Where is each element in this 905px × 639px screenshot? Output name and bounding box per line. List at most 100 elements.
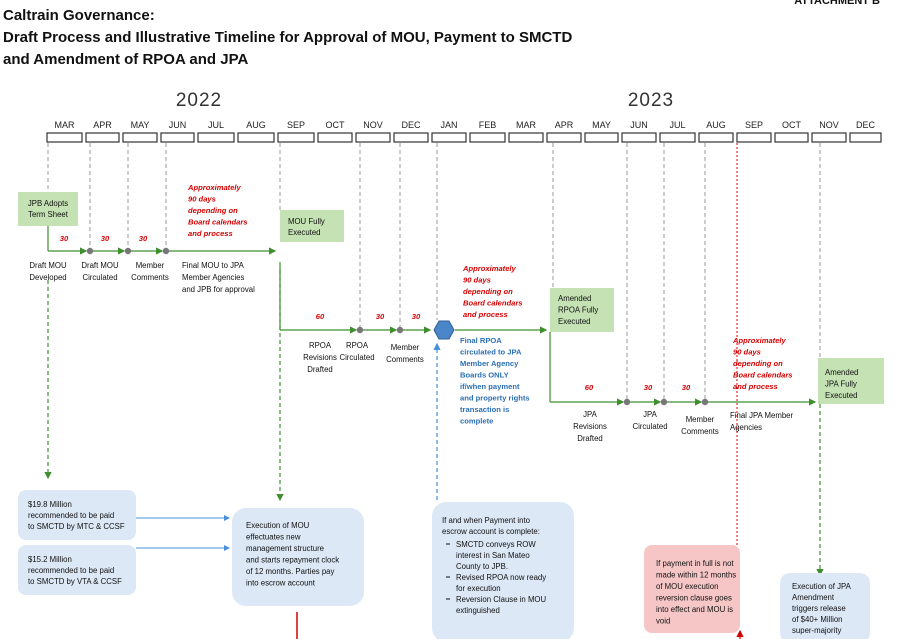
info-box [780,573,870,639]
month-label: DEC [401,120,421,130]
info-text: and starts repayment clock [246,556,339,565]
step-label: Member [136,261,165,270]
note: depending on [188,206,238,215]
step-label: Agencies [730,423,762,432]
note: depending on [463,287,513,296]
month-label: SEP [745,120,763,130]
milestone-box [280,210,344,242]
year-label: 2023 [628,90,674,111]
step-label: RPOA [346,341,369,350]
texts: ATTACHMENT B Caltrain Governance: Draft Pr… [3,0,880,635]
month-box [431,132,467,143]
info-text: for execution [456,584,501,593]
month-box [237,132,275,143]
step-label: Comments [681,427,719,436]
step-node [86,247,94,255]
step-node [623,398,631,406]
month-box [584,132,619,143]
month-box [122,132,158,143]
info-text: $19.8 Million [28,500,72,509]
note: Approximately [732,336,787,345]
month-box [317,132,353,143]
month-label: FEB [479,120,497,130]
month-box [46,132,83,143]
milestone-text: Amended [558,294,591,303]
info-box [18,545,136,595]
month-box [849,132,882,143]
duration: 30 [139,234,148,243]
step-label: Member Agencies [182,273,245,282]
info-text: effectuates new [246,533,301,542]
step-label: Revisions [573,422,607,431]
title: and Amendment of RPOA and JPA [3,51,248,68]
step-label: Comments [386,355,424,364]
step-node [124,247,132,255]
month-box [355,132,391,143]
month-box [393,132,429,143]
month-label: OCT [782,120,802,130]
month-label: AUG [706,120,726,130]
duration: 30 [101,234,110,243]
step-label: Draft MOU [81,261,119,270]
info-text: interest in San Mateo [456,551,530,560]
month-label: APR [93,120,112,130]
month-label: APR [555,120,574,130]
month-box [469,132,506,143]
step-label: Comments [131,273,169,282]
info-text: $15.2 Million [28,555,72,564]
month-box [546,132,582,143]
milestone-text: Term Sheet [28,210,69,219]
info-text: escrow account is complete: [442,527,540,536]
warning-text: into effect and MOU is [656,605,733,614]
attachment-label: ATTACHMENT B [794,0,880,7]
milestone-text: Executed [288,228,321,237]
info-text: into escrow account [246,579,316,588]
month-box [277,132,315,143]
note: Board calendars [188,218,248,227]
info-text: to SMCTD by VTA & CCSF [28,577,122,586]
month-label: JUN [169,120,187,130]
note: Board calendars [733,371,793,380]
title: Draft Process and Illustrative Timeline … [3,29,572,46]
step-label: Final MOU to JPA [182,261,245,270]
year-label: 2022 [176,90,222,111]
info-text: Execution of JPA [792,582,852,591]
month-box [197,132,235,143]
month-label: SEP [287,120,305,130]
note: and process [188,229,233,238]
hexagon-node [433,320,455,340]
info-text: extinguished [456,606,500,615]
info-text: super-majority [792,626,841,635]
step-node [356,326,364,334]
milestone-box [18,192,78,226]
milestone-text: RPOA Fully [558,306,598,315]
milestone-text: Amended [825,368,858,377]
info-text: recommended to be paid [28,566,114,575]
month-label: JUL [208,120,224,130]
duration: 60 [585,383,594,392]
note: 90 days [463,276,491,285]
step-node [701,398,709,406]
condition-note: Member Agency [460,359,519,368]
info-text: to SMCTD by MTC & CCSF [28,522,125,531]
note: and process [733,382,778,391]
milestone-box [818,358,884,404]
warning-text: If payment in full is not [656,559,734,568]
info-text: Reversion Clause in MOU [456,595,546,604]
warning-box [644,545,740,633]
duration: 30 [376,312,385,321]
milestone-text: JPB Adopts [28,199,68,208]
condition-note: complete [460,417,493,426]
info-text: of $40+ Million [792,615,843,624]
month-label: DEC [856,120,876,130]
month-label: MAY [592,120,611,130]
condition-note: Final RPOA [460,336,502,345]
condition-note: Boards ONLY [460,371,509,380]
milestone-text: Executed [558,317,591,326]
month-box [160,132,195,143]
step-label: and JPB for approval [182,285,255,294]
condition-note: if/when payment [460,382,520,391]
month-box [698,132,734,143]
warning-text: reversion clause goes [656,594,732,603]
